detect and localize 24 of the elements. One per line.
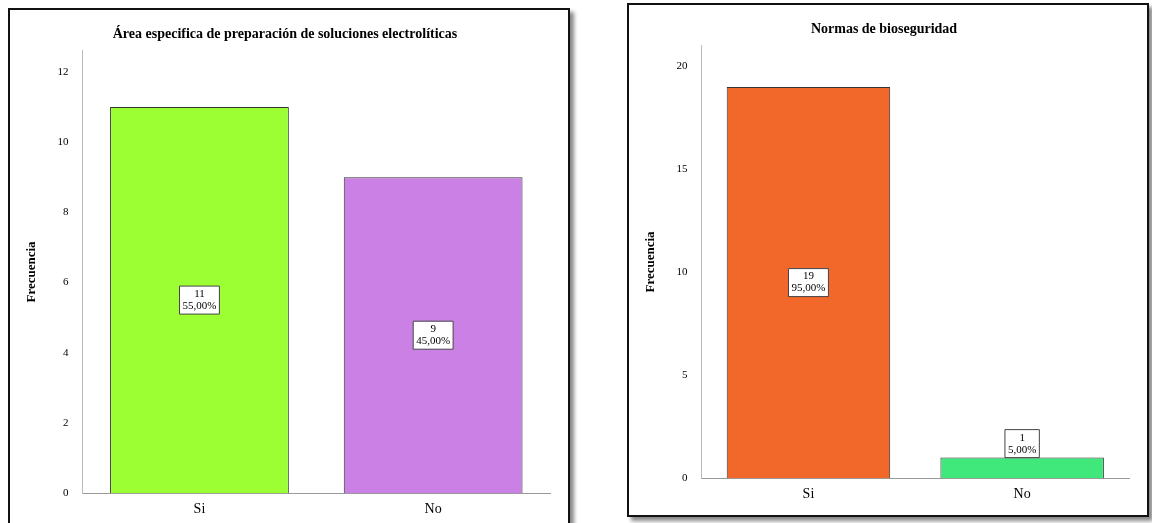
y-tick-label: 0 xyxy=(63,486,70,499)
x-tick-label: No xyxy=(1013,486,1031,502)
y-tick-label: 20 xyxy=(676,59,689,72)
y-tick-label: 4 xyxy=(63,345,70,358)
chart-title: Normas de bioseguridad xyxy=(810,21,958,37)
y-tick-label: 0 xyxy=(682,471,689,484)
x-tick-label: Si xyxy=(802,486,815,502)
y-tick-label: 6 xyxy=(63,275,70,288)
y-tick-label: 15 xyxy=(676,162,689,175)
data-label: 11 55,00% xyxy=(182,286,217,311)
data-label: 9 45,00% xyxy=(416,322,451,347)
data-label: 19 95,00% xyxy=(791,269,826,294)
x-tick-label: Si xyxy=(193,501,206,517)
y-tick-label: 10 xyxy=(57,134,70,147)
y-axis-title: Frecuencia xyxy=(23,240,39,303)
y-axis-title: Frecuencia xyxy=(642,230,658,293)
y-tick-label: 8 xyxy=(63,205,70,218)
y-tick-label: 5 xyxy=(682,368,689,381)
y-tick-label: 10 xyxy=(676,265,689,278)
y-tick-label: 2 xyxy=(63,415,69,428)
y-tick-label: 12 xyxy=(57,64,69,77)
x-tick-label: No xyxy=(424,501,442,517)
chart-title: Área especifica de preparación de soluciones electrolíticas xyxy=(112,25,458,42)
data-label: 1 5,00% xyxy=(1007,430,1037,455)
